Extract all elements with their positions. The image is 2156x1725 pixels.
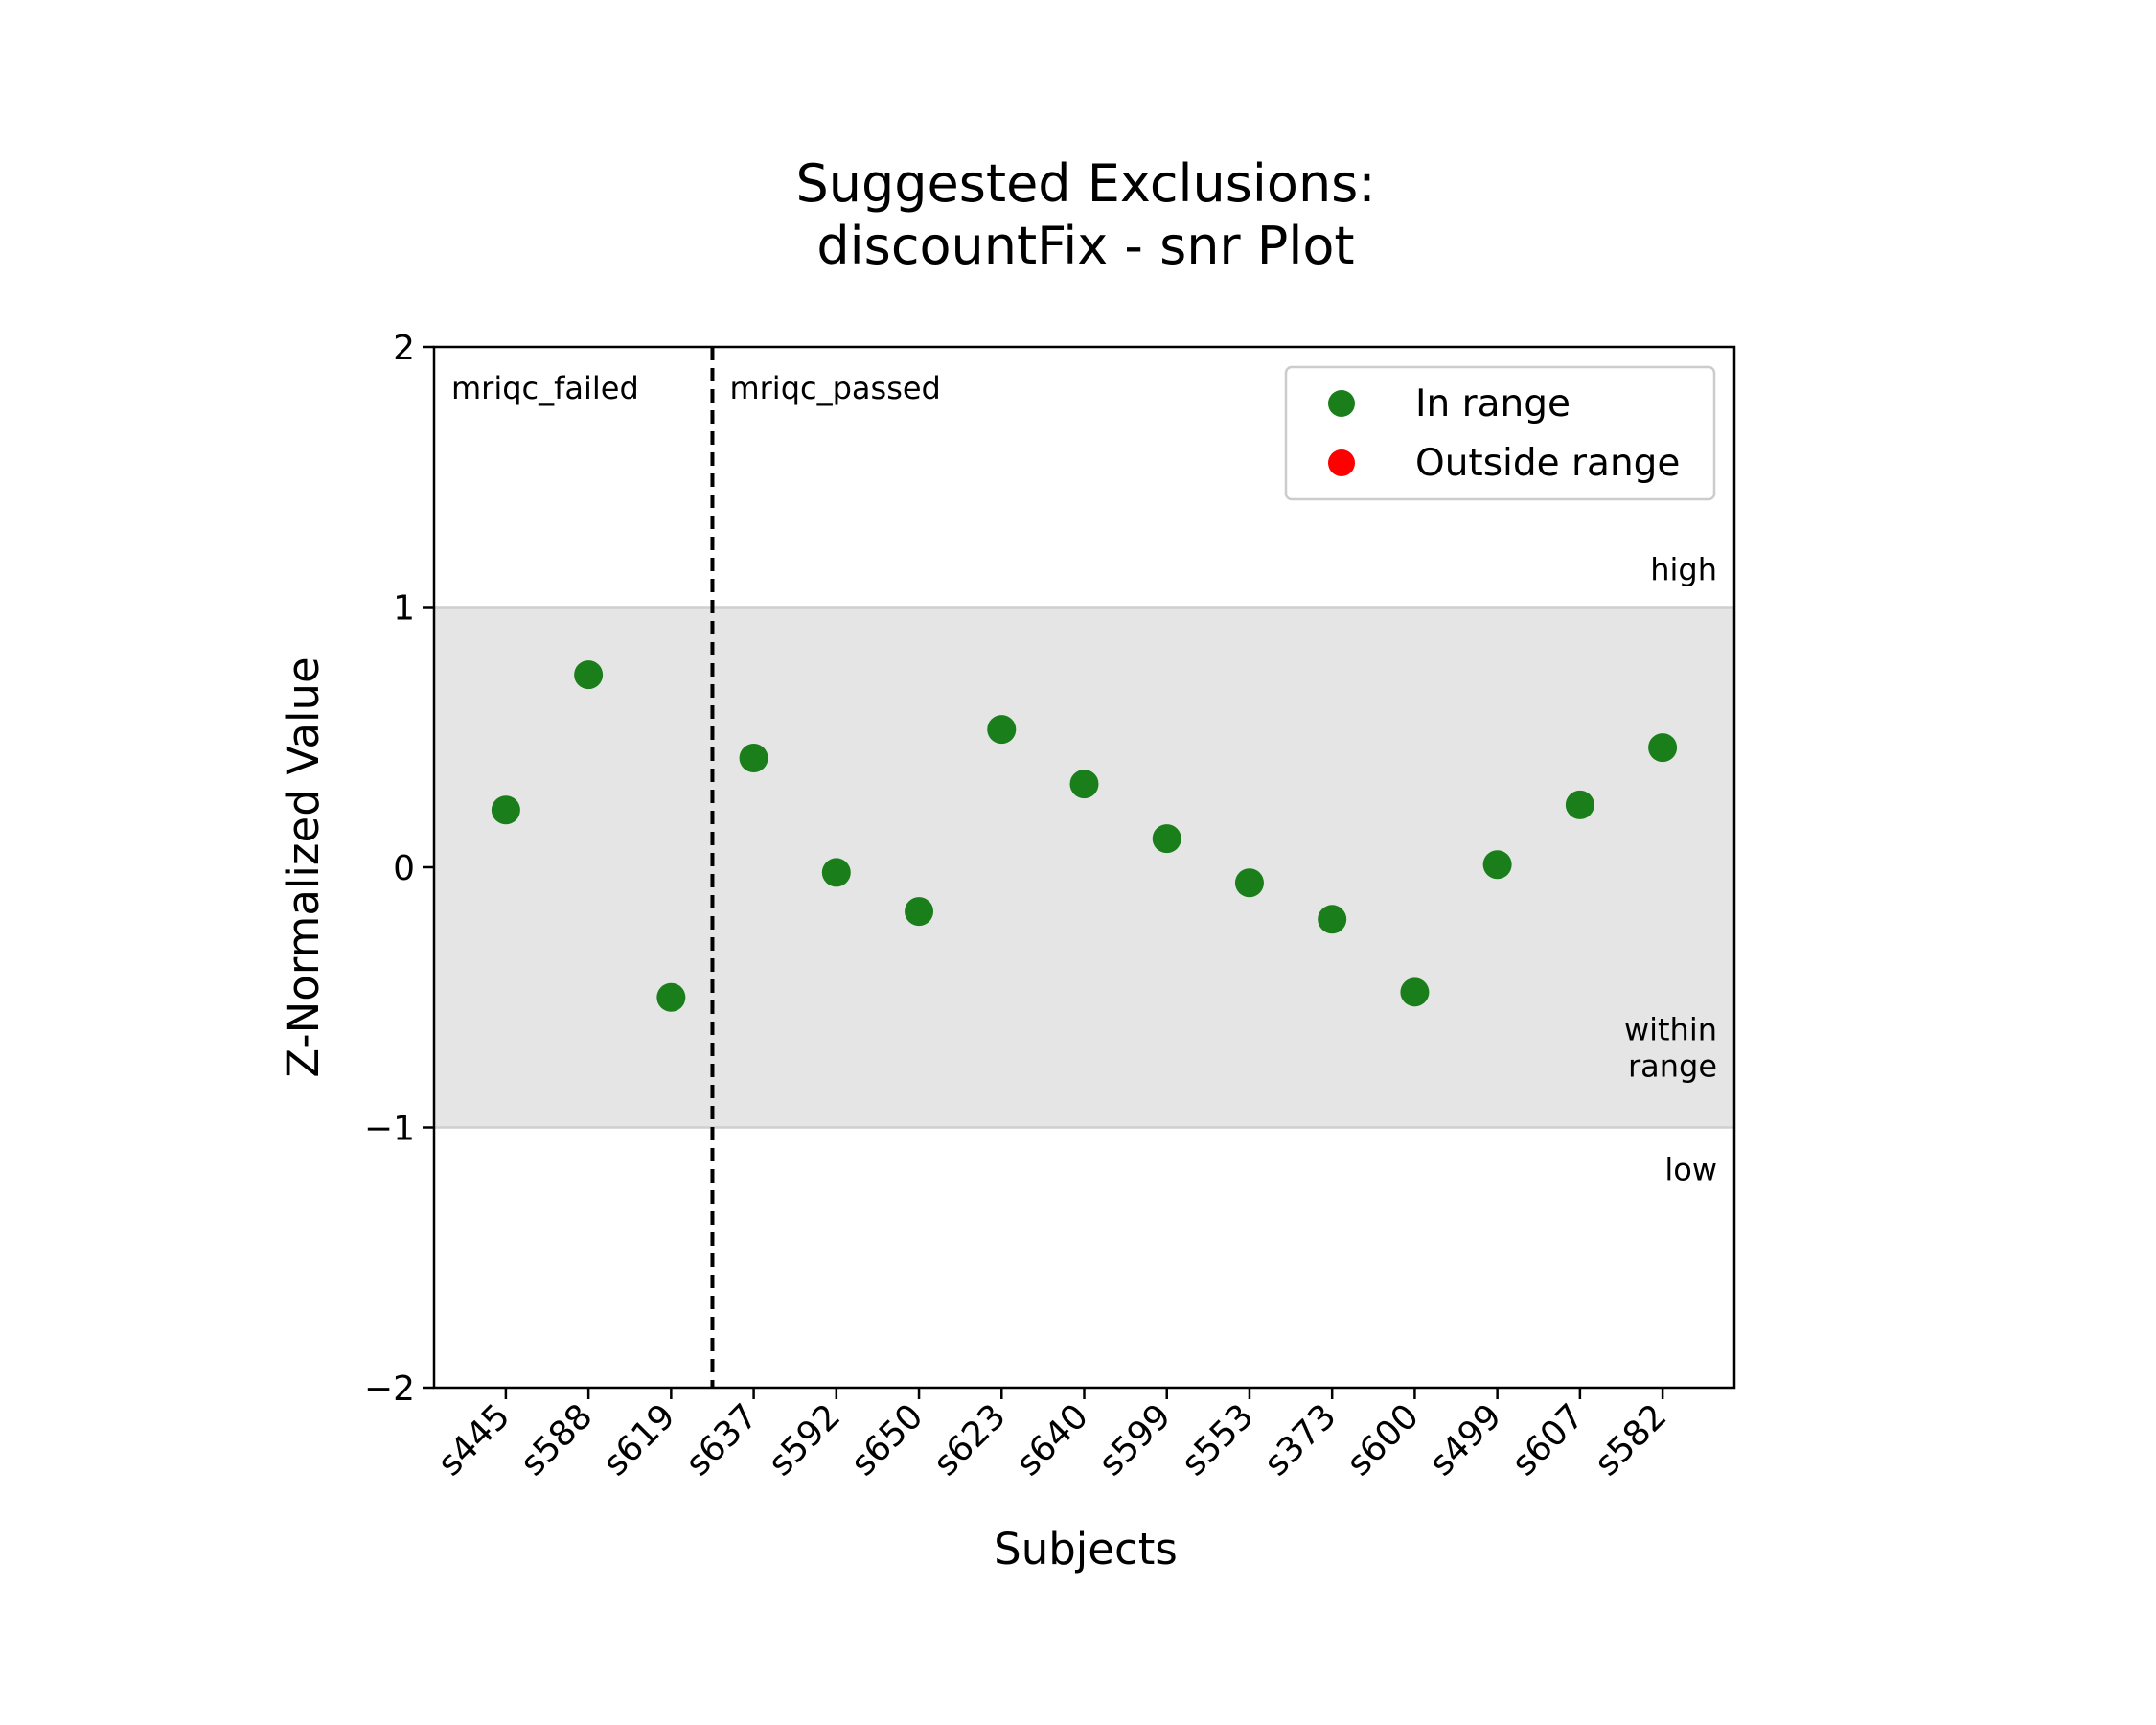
legend-box	[1284, 365, 1716, 501]
data-point-s650	[905, 897, 934, 927]
region-label-high: high	[1650, 552, 1717, 588]
data-point-s640	[1069, 770, 1099, 799]
legend-marker-0	[1328, 390, 1355, 417]
data-point-s553	[1234, 868, 1264, 898]
data-point-s619	[656, 982, 686, 1012]
y-tick-label: 2	[393, 329, 415, 368]
y-tick-label: −2	[364, 1369, 415, 1409]
data-point-s445	[491, 795, 520, 825]
data-point-s373	[1318, 905, 1347, 934]
group-label-mriqc-failed: mriqc_failed	[451, 370, 639, 406]
legend: In range Outside range	[1284, 365, 1716, 501]
x-tick-label: s592	[761, 1396, 848, 1484]
data-point-s592	[821, 858, 851, 887]
legend-label-0: In range	[1415, 382, 1571, 426]
x-axis-label: Subjects	[994, 1524, 1178, 1575]
region-label-low: low	[1664, 1152, 1717, 1188]
range-band-layer	[434, 607, 1734, 1128]
data-point-s599	[1152, 824, 1181, 854]
data-point-s499	[1482, 850, 1512, 880]
chart-title-line-2: discountFix - snr Plot	[816, 216, 1354, 276]
y-tick-label: 0	[393, 849, 415, 888]
legend-marker-1	[1328, 449, 1355, 476]
x-tick-label: s588	[514, 1396, 601, 1484]
y-tick-label: −1	[364, 1110, 415, 1149]
x-tick-label: s582	[1588, 1396, 1675, 1484]
data-point-s588	[574, 660, 604, 690]
data-point-s582	[1648, 733, 1678, 763]
x-tick-label: s445	[430, 1396, 517, 1484]
data-point-s623	[987, 715, 1017, 745]
range-lines-layer	[434, 606, 1734, 1129]
within-range-band	[434, 607, 1734, 1128]
x-tick-label: s499	[1422, 1396, 1509, 1484]
chart-title-line-1: Suggested Exclusions:	[795, 153, 1375, 214]
x-tick-label: s650	[844, 1396, 931, 1484]
x-axis: s445s588s619s637s592s650s623s640s599s553…	[430, 1388, 1674, 1484]
group-label-mriqc-passed: mriqc_passed	[729, 370, 940, 406]
data-point-s600	[1400, 978, 1430, 1007]
x-tick-label: s600	[1340, 1396, 1427, 1484]
legend-label-1: Outside range	[1415, 442, 1680, 485]
x-tick-label: s640	[1009, 1396, 1096, 1484]
y-axis: 2 1 0 −1 −2	[364, 329, 434, 1409]
x-tick-label: s599	[1091, 1396, 1179, 1484]
data-points-layer	[491, 660, 1678, 1012]
region-label-within-line-2: range	[1628, 1048, 1717, 1085]
x-tick-label: s553	[1174, 1396, 1261, 1484]
y-tick-label: 1	[393, 589, 415, 629]
y-axis-label: Z-Normalized Value	[278, 656, 329, 1077]
x-tick-label: s637	[678, 1396, 766, 1484]
x-tick-label: s373	[1257, 1396, 1344, 1484]
data-point-s607	[1565, 790, 1594, 819]
x-tick-label: s623	[927, 1396, 1014, 1484]
region-label-within-line-1: within	[1624, 1012, 1717, 1048]
x-tick-label: s619	[596, 1396, 683, 1484]
data-point-s637	[739, 743, 768, 772]
x-tick-label: s607	[1504, 1396, 1592, 1484]
